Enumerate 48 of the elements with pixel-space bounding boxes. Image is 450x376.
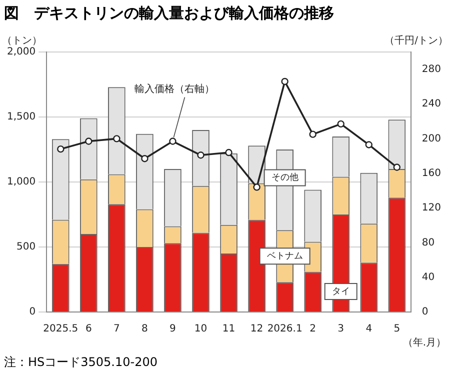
- x-tick-label: 9: [170, 324, 176, 335]
- point: [393, 164, 400, 171]
- text: 注：HSコード3505.10-200: [3, 354, 158, 371]
- point: [141, 155, 148, 162]
- point: [225, 148, 232, 156]
- x-tick-label: 5: [394, 324, 400, 335]
- series-label: その他: [271, 172, 298, 184]
- point: [113, 135, 120, 142]
- x-tick-label: 12: [250, 324, 264, 335]
- y2-tick-label: 40: [422, 272, 435, 283]
- y-tick-label: 1,000: [6, 176, 36, 188]
- y2-tick-label: 120: [422, 202, 442, 214]
- y2-tick-label: 240: [422, 98, 442, 110]
- text: 輸入価格（右軸）: [134, 82, 215, 95]
- x-tick-label: 11: [222, 324, 236, 335]
- y-tick-label: 0: [29, 306, 36, 318]
- y2-tick-label: 80: [422, 237, 435, 248]
- x-tick-label: 6: [85, 324, 92, 335]
- point: [57, 145, 64, 153]
- chart-title: 図 デキストリンの輸入量および輸入価格の推移: [3, 3, 335, 24]
- point: [309, 130, 316, 138]
- point: [253, 184, 260, 191]
- x-tick-label: 7: [113, 324, 120, 335]
- y-tick-label: 1,500: [6, 112, 36, 123]
- y2-tick-label: 0: [422, 306, 428, 318]
- point: [365, 141, 372, 148]
- y2-tick-label: 280: [422, 64, 442, 75]
- point: [197, 152, 204, 159]
- y-tick-label: 2,000: [6, 46, 36, 58]
- x-tick-label: 10: [194, 324, 208, 335]
- point: [281, 78, 288, 86]
- x-tick-label: 2025.5: [43, 324, 78, 335]
- x-tick-label: 8: [142, 324, 148, 335]
- x-tick-label: 3: [338, 324, 344, 335]
- y2-tick-label: 160: [422, 168, 442, 179]
- point: [337, 120, 344, 128]
- y-tick-label: 500: [16, 242, 36, 253]
- x-axis-title: （年.月）: [402, 336, 446, 349]
- x-tick-label: 4: [366, 324, 372, 335]
- point: [85, 138, 92, 145]
- y-axis-title: （トン）: [2, 36, 42, 47]
- series-label: タイ: [332, 286, 350, 297]
- y2-tick-label: 200: [422, 133, 442, 144]
- point: [169, 138, 176, 145]
- series-label: ベトナム: [266, 251, 303, 262]
- x-tick-label: 2026.1: [267, 324, 302, 335]
- y2-axis-title: （千円/トン）: [384, 34, 448, 47]
- x-tick-label: 2: [310, 324, 316, 335]
